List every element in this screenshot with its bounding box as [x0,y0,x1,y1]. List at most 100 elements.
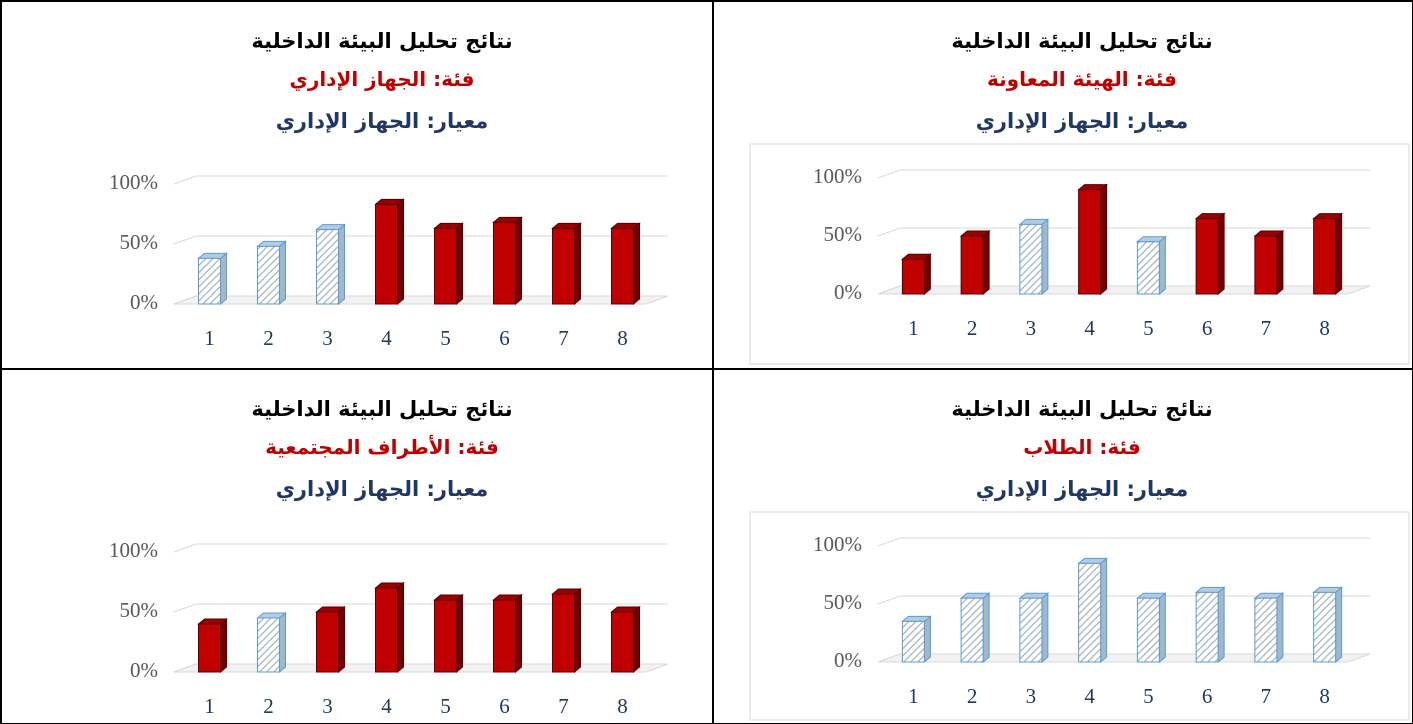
floor [877,285,1371,295]
bar [316,229,339,305]
bar-side [279,240,286,306]
chart-cell: نتائج تحليل البيئة الداخلية فئة: الهيئة ا… [713,1,1413,369]
chart-subtitle: فئة: الطلاب [1023,435,1140,459]
x-tick-label: 8 [617,694,628,718]
bar-side [1100,183,1108,296]
chart: نتائج تحليل البيئة الداخلية فئة: الأطراف … [109,397,669,718]
floor [173,663,669,673]
x-tick-label: 7 [558,326,569,350]
bar [257,245,280,305]
x-tick-label: 4 [381,694,392,718]
chart: نتائج تحليل البيئة الداخلية فئة: الجهاز ا… [109,29,669,350]
bar [1136,241,1160,295]
bar [960,597,984,663]
x-tick-label: 4 [381,326,392,350]
bar-side [1041,218,1049,296]
bar [1136,597,1160,663]
bar [375,587,398,673]
bar [198,623,221,673]
bar [1019,223,1043,295]
x-tick-label: 6 [499,694,510,718]
bar [316,611,339,673]
x-tick-label: 3 [322,694,333,718]
bar [611,227,634,305]
bar [493,599,516,673]
grid-line [173,603,197,613]
grid-line [877,653,901,663]
bar [375,203,398,305]
bar-side [1217,586,1225,664]
y-tick-label: 0% [130,290,158,314]
x-tick-label: 5 [1143,316,1154,340]
bar [901,258,925,295]
x-tick-label: 5 [440,694,451,718]
grid-line [877,285,901,295]
bar-side [338,223,345,306]
bar [1313,591,1337,663]
x-tick-label: 8 [617,326,628,350]
bar [1019,597,1043,663]
bar-side [220,617,227,674]
y-tick-label: 50% [120,230,159,254]
bar-side [1158,235,1166,296]
x-tick-label: 3 [1026,684,1037,708]
x-tick-label: 2 [967,684,978,708]
chart-criterion: معيار: الجهاز الإداري [976,109,1189,134]
bar-side [1335,212,1343,296]
x-tick-label: 1 [908,316,919,340]
x-tick-label: 6 [1202,684,1213,708]
chart-cell: نتائج تحليل البيئة الداخلية فئة: الجهاز ا… [1,1,713,369]
chart-subtitle: فئة: الجهاز الإداري [289,67,474,92]
bar [198,257,221,305]
grid-line [173,175,197,185]
bar-side [1100,557,1108,664]
grid-line [877,595,901,605]
grid-line [173,663,197,673]
bar [257,617,280,673]
bar [1195,591,1219,663]
y-tick-label: 100% [109,170,158,194]
plot-frame [749,143,1410,365]
grid-line [173,235,197,245]
bar-side [923,253,931,296]
bar-side [1276,229,1284,296]
chart-cell: نتائج تحليل البيئة الداخلية فئة: الطلاب مع… [713,369,1413,724]
bar-side [515,216,522,306]
y-tick-label: 50% [120,598,159,622]
bar-side [1335,586,1343,664]
bar-side [456,593,463,674]
bar [1313,218,1337,295]
x-tick-label: 1 [204,326,215,350]
bar-side [1217,212,1225,296]
chart-title: نتائج تحليل البيئة الداخلية [951,397,1212,421]
bar-side [338,605,345,674]
bar-side [515,593,522,674]
chart: نتائج تحليل البيئة الداخلية فئة: الطلاب مع… [749,397,1410,721]
x-tick-label: 6 [1202,316,1213,340]
bar [1254,597,1278,663]
plot-frame [749,511,1410,721]
x-tick-label: 7 [1261,684,1272,708]
bar-side [633,605,640,674]
chart: نتائج تحليل البيئة الداخلية فئة: الهيئة ا… [749,29,1410,365]
bar [1254,235,1278,295]
x-tick-label: 7 [558,694,569,718]
grid-line [877,169,901,179]
chart-title: نتائج تحليل البيئة الداخلية [251,29,512,53]
bar [552,593,575,673]
bar-side [923,615,931,664]
x-tick-label: 2 [967,316,978,340]
floor [173,295,669,305]
y-tick-label: 100% [813,532,862,556]
bar-side [574,587,581,674]
bar [493,221,516,305]
chart-subtitle: فئة: الهيئة المعاونة [987,67,1177,91]
bar-side [1276,592,1284,664]
x-tick-label: 4 [1084,684,1095,708]
grid-line [877,227,901,237]
x-tick-label: 8 [1319,684,1330,708]
bar [611,611,634,673]
floor [877,653,1371,663]
bar [1078,189,1102,295]
